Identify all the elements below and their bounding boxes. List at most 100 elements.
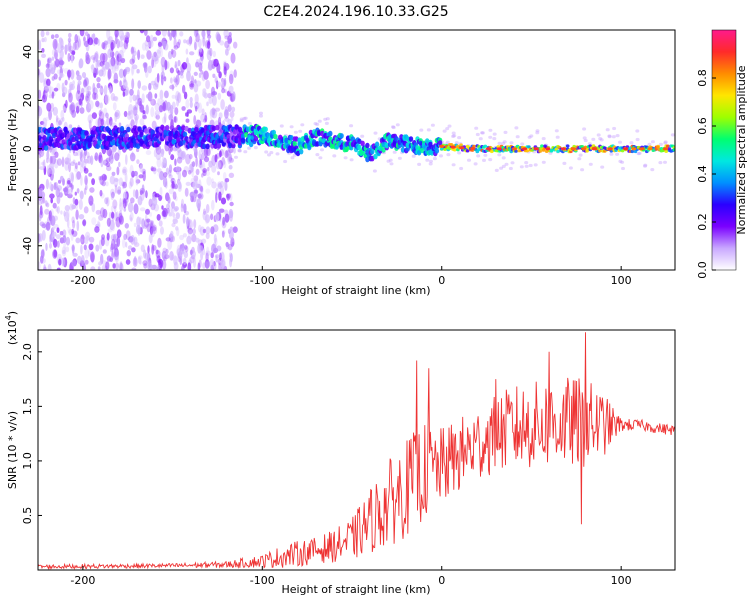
spectrogram-cell: [204, 112, 207, 121]
spectrogram-cell: [67, 226, 71, 234]
spectrogram-cell: [425, 158, 430, 162]
spectrogram-cell: [84, 40, 89, 48]
spectrogram-cell: [154, 77, 159, 88]
spectrogram-cell: [105, 157, 111, 163]
spectrogram-cell: [53, 249, 58, 258]
spectrogram-cell: [76, 74, 82, 81]
spectrogram-cell: [114, 30, 119, 38]
spectrogram-cell: [117, 189, 121, 195]
spectrogram-cell: [38, 187, 44, 198]
spectrogram-cell: [65, 209, 70, 219]
spectrogram-cell: [106, 30, 111, 40]
spectrogram-cell: [99, 108, 103, 115]
spectrogram-cell: [170, 48, 174, 55]
spectrogram-cell: [175, 90, 180, 102]
spectrogram-cell: [148, 39, 154, 48]
spectrogram-cell: [126, 250, 131, 257]
spectrogram-cell: [40, 30, 45, 38]
spectrogram-cell: [185, 112, 189, 117]
spectrogram-cell: [139, 30, 145, 34]
x-tick-label: 0: [438, 574, 445, 587]
spectrogram-cell: [210, 252, 214, 259]
spectrogram-cell: [199, 226, 206, 236]
spectrogram-cell: [210, 213, 214, 221]
spectrogram-cell: [658, 142, 663, 146]
spectrogram-cell: [118, 161, 121, 168]
spectrogram-cell: [167, 199, 171, 208]
spectrogram-cell: [445, 140, 450, 144]
spectrogram-cell: [570, 147, 577, 151]
spectrogram-cell: [57, 42, 63, 54]
spectrogram-cell: [164, 59, 168, 71]
spectrogram-cell: [70, 69, 75, 80]
spectrogram-cell: [38, 89, 41, 99]
spectrogram-cell: [232, 91, 236, 102]
spectrogram-cell: [429, 159, 433, 163]
spectrogram-cell: [101, 180, 106, 187]
spectrogram-cell: [110, 211, 115, 219]
spectrogram-cell: [194, 126, 199, 133]
spectrogram-cell: [158, 105, 163, 113]
spectrogram-cell: [224, 178, 230, 183]
spectrogram-cell: [199, 158, 202, 166]
spectrogram-cell: [192, 77, 195, 87]
spectrogram-cell: [156, 157, 162, 168]
spectrogram-cell: [249, 141, 254, 148]
spectrogram-cell: [555, 135, 560, 139]
spectrogram-cell: [197, 262, 201, 270]
spectrogram-cell: [72, 41, 77, 51]
spectrogram-cell: [116, 166, 120, 176]
spectrogram-cell: [84, 175, 88, 186]
spectrogram-cell: [663, 140, 668, 144]
spectrogram-cell: [98, 261, 103, 266]
spectrogram-cell: [197, 38, 202, 48]
spectrogram-cell: [135, 189, 139, 200]
spectrogram-cell: [231, 106, 236, 113]
spectrogram-cell: [225, 48, 229, 56]
spectrogram-cell: [151, 220, 155, 232]
spectrogram-cell: [111, 220, 116, 232]
y-tick-label: 1.0: [21, 452, 34, 470]
spectrogram-cell: [145, 190, 148, 199]
spectrogram-cell: [83, 206, 89, 214]
spectrogram-cell: [214, 107, 221, 112]
spectrogram-cell: [482, 158, 486, 162]
spectrogram-cell: [95, 209, 102, 215]
spectrogram-cell: [173, 37, 177, 49]
spectrogram-cell: [68, 188, 73, 196]
spectrogram-cell: [215, 192, 218, 203]
spectrogram-cell: [229, 253, 233, 263]
spectrogram-cell: [71, 244, 75, 252]
spectrogram-cell: [171, 101, 176, 110]
spectrogram-cell: [630, 149, 635, 154]
spectrogram-cell: [139, 207, 146, 212]
spectrogram-cell: [64, 157, 70, 165]
spectrogram-cell: [84, 259, 89, 265]
spectrogram-cell: [195, 61, 200, 68]
spectrogram-cell: [565, 144, 570, 148]
spectrogram-cell: [497, 141, 502, 145]
spectrogram-cell: [600, 165, 605, 169]
spectrogram-cell: [197, 49, 202, 57]
spectrogram-cell: [245, 126, 251, 132]
spectrogram-cell: [48, 84, 52, 95]
spectrogram-cell: [186, 39, 191, 45]
spectrogram-cell: [75, 105, 80, 114]
spectrogram-cell: [222, 216, 226, 226]
spectrogram-cell: [194, 237, 200, 243]
spectrogram-cell: [173, 255, 178, 266]
spectrogram-cell: [171, 222, 176, 228]
spectrogram-cell: [179, 140, 184, 146]
spectrogram-cell: [143, 62, 148, 73]
spectrogram-cell: [45, 63, 51, 69]
spectrogram-cell: [56, 227, 60, 233]
spectrogram-cell: [194, 93, 199, 105]
spectrogram-cell: [128, 181, 133, 189]
spectrogram-cell: [165, 248, 169, 255]
x-tick-label: -200: [70, 274, 95, 287]
spectrogram-cell: [74, 191, 78, 196]
spectrogram-cell: [172, 216, 178, 224]
spectrogram-cell: [283, 159, 288, 164]
spectrogram-cell: [208, 97, 213, 105]
spectrogram-cell: [231, 241, 235, 246]
